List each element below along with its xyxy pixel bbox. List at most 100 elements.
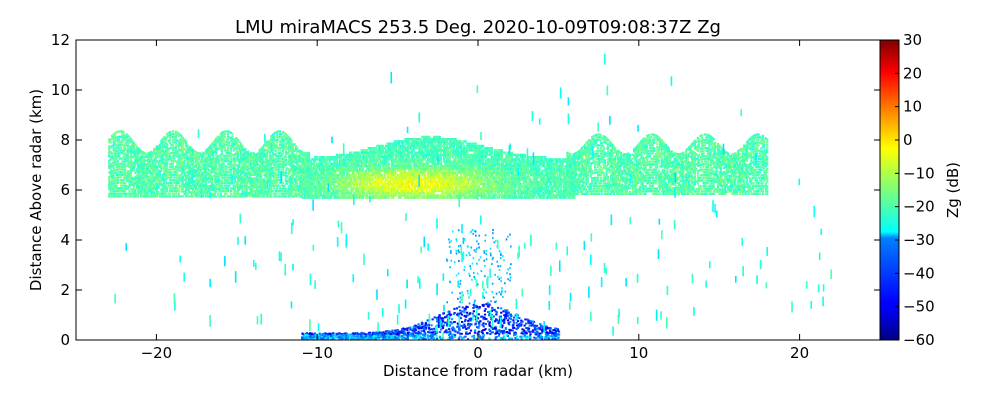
echo-pixel [142,158,146,162]
echo-pixel [109,168,112,171]
echo-pixel [219,174,222,177]
echo-pixel [728,156,731,159]
echo-pixel [619,185,623,188]
echo-pixel [113,140,117,143]
echo-pixel [692,164,695,168]
echo-pixel [659,165,662,168]
echo-pixel [648,187,652,190]
echo-pixel [712,172,715,176]
echo-pixel [218,195,221,198]
echo-pixel [116,146,120,150]
echo-pixel [727,157,730,161]
echo-pixel [727,179,730,183]
echo-pixel [238,174,241,178]
echo-pixel [599,173,602,177]
echo-pixel [622,153,626,156]
echo-pixel [617,149,620,153]
echo-pixel [163,158,166,161]
echo-pixel [208,172,211,176]
echo-pixel [614,178,617,181]
echo-pixel [637,170,640,173]
echo-pixel [291,143,295,146]
echo-pixel [125,164,128,167]
echo-pixel [709,166,712,170]
echo-pixel [689,144,692,148]
echo-pixel [176,165,179,169]
echo-pixel [657,154,660,157]
echo-pixel [602,150,605,154]
echo-pixel [261,166,264,169]
echo-pixel [677,154,681,158]
echo-pixel [260,159,263,162]
echo-pixel [189,160,192,163]
echo-pixel [595,160,598,163]
echo-pixel [273,182,276,185]
echo-pixel [171,189,175,193]
echo-pixel [180,150,183,153]
echo-pixel [593,134,597,137]
echo-pixel [148,162,151,165]
echo-pixel [164,187,167,190]
echo-pixel [228,152,231,155]
echo-pixel [670,169,673,172]
echo-pixel [205,183,208,187]
echo-pixel [599,136,602,139]
echo-pixel [164,144,167,147]
echo-pixel [209,184,212,188]
echo-pixel [213,162,217,165]
echo-pixel [651,157,655,160]
echo-pixel [200,173,203,176]
echo-pixel [255,156,258,160]
echo-pixel [128,138,131,142]
echo-pixel [716,147,720,150]
echo-pixel [669,150,672,154]
echo-pixel [115,192,118,195]
echo-pixel [576,158,579,161]
echo-pixel [215,154,218,157]
echo-pixel [599,168,602,171]
echo-pixel [210,166,214,170]
echo-pixel [265,195,269,198]
echo-pixel [223,154,227,158]
echo-pixel [625,156,628,159]
echo-pixel [212,195,215,198]
echo-pixel [215,188,218,191]
echo-pixel [299,168,302,171]
echo-pixel [690,181,694,184]
echo-pixel [183,152,186,155]
echo-pixel [213,178,217,182]
echo-pixel [153,171,156,175]
echo-pixel [171,160,175,163]
echo-pixel [624,192,627,196]
echo-pixel [585,178,588,182]
echo-pixel [706,149,710,153]
echo-pixel [635,173,639,176]
echo-pixel [164,185,167,188]
echo-pixel [129,183,133,186]
echo-pixel [251,155,254,159]
echo-pixel [711,187,714,190]
echo-pixel [676,189,679,192]
echo-pixel [163,180,166,183]
echo-pixel [126,139,130,143]
echo-pixel [221,195,224,198]
echo-pixel [187,176,190,179]
echo-pixel [157,164,160,168]
echo-pixel [174,133,177,136]
echo-pixel [722,180,725,184]
echo-pixel [634,186,637,189]
echo-pixel [254,177,257,180]
echo-pixel [153,160,156,163]
echo-pixel [235,158,238,162]
echo-pixel [635,151,639,154]
echo-pixel [583,181,587,184]
echo-pixel [271,151,274,154]
echo-pixel [627,161,630,164]
echo-pixel [160,155,163,159]
echo-pixel [643,187,646,190]
echo-pixel [161,154,164,157]
echo-pixel [611,188,614,191]
echo-pixel [273,163,276,167]
echo-pixel [179,141,182,144]
echo-pixel [200,171,203,175]
